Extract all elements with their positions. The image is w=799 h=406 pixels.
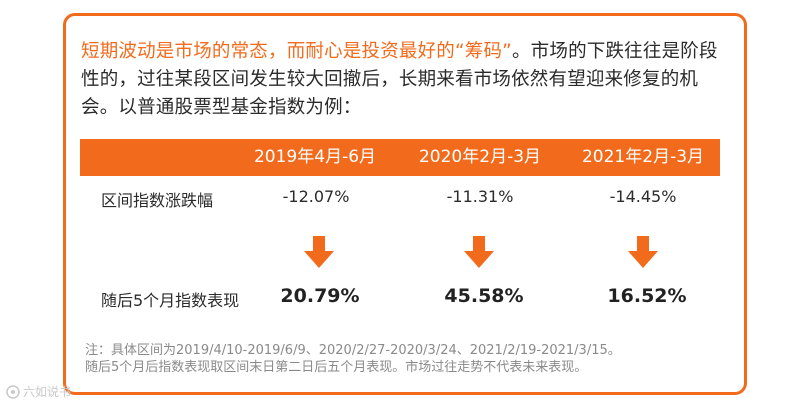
row-label-range-change: 区间指数涨跌幅 bbox=[101, 191, 214, 210]
column-header-2020: 2020年2月-3月 bbox=[418, 147, 542, 167]
intro-highlight: 短期波动是市场的常态，而耐心是投资最好的“筹码” bbox=[81, 41, 512, 62]
range-change-2020: -11.31% bbox=[446, 187, 514, 206]
column-header-2021: 2021年2月-3月 bbox=[581, 147, 705, 167]
following-return-2021: 16.52% bbox=[607, 285, 687, 307]
info-card bbox=[63, 13, 747, 395]
intro-rest: 。市场的下跌往往是阶段性的，过往某段区间发生较大回撤后，长期来看市场依然有望迎来… bbox=[81, 41, 718, 118]
arrow-down-icon bbox=[304, 236, 334, 268]
footnote-line-1: 注：具体区间为2019/4/10-2019/6/9、2020/2/27-2020… bbox=[85, 343, 621, 358]
intro-paragraph: 短期波动是市场的常态，而耐心是投资最好的“筹码”。市场的下跌往往是阶段性的，过往… bbox=[81, 38, 729, 122]
row-label-following-5-months: 随后5个月指数表现 bbox=[101, 291, 240, 310]
arrow-down-icon bbox=[464, 236, 494, 268]
watermark-text: 六如说书 bbox=[23, 385, 72, 399]
watermark: 六如说书 bbox=[6, 383, 71, 400]
following-return-2020: 45.58% bbox=[444, 285, 524, 307]
table-header: 2019年4月-6月 2020年2月-3月 2021年2月-3月 bbox=[80, 139, 720, 176]
arrow-down-icon bbox=[628, 236, 658, 268]
column-header-2019: 2019年4月-6月 bbox=[253, 147, 377, 167]
range-change-2019: -12.07% bbox=[282, 187, 350, 206]
following-return-2019: 20.79% bbox=[280, 285, 360, 307]
footnote: 注：具体区间为2019/4/10-2019/6/9、2020/2/27-2020… bbox=[85, 342, 735, 376]
footnote-line-2: 随后5个月后指数表现取区间末日第二日后五个月表现。市场过往走势不代表未来表现。 bbox=[85, 360, 588, 375]
range-change-2021: -14.45% bbox=[609, 187, 677, 206]
logo-icon bbox=[6, 384, 20, 399]
